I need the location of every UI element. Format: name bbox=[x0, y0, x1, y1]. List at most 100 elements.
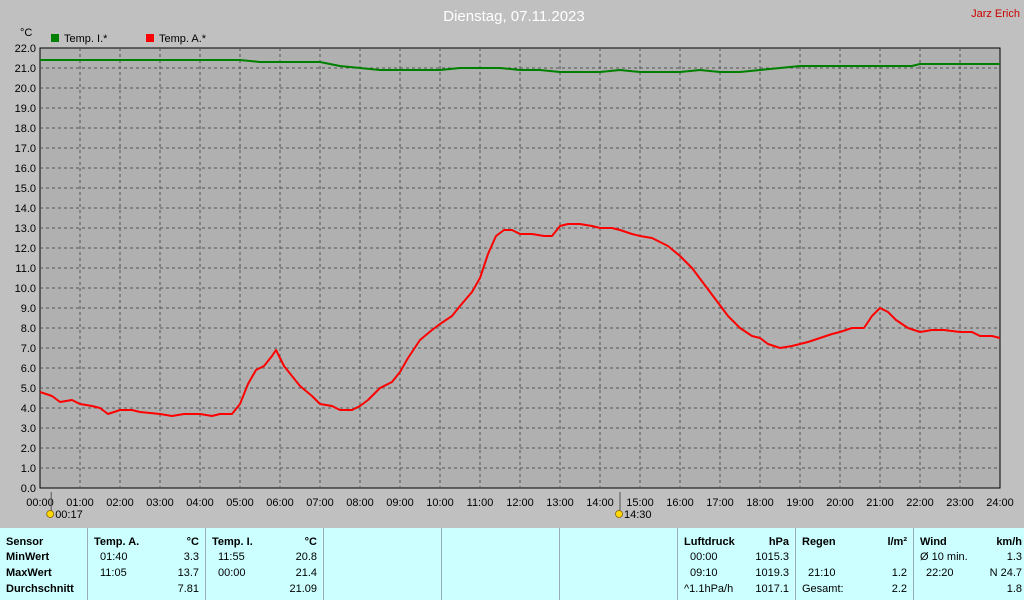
pressure-min-time: 00:00 bbox=[690, 551, 718, 563]
x-tick-label: 03:00 bbox=[146, 497, 174, 509]
x-tick-label: 24:00 bbox=[986, 497, 1014, 509]
legend-swatch-temp-a bbox=[146, 34, 154, 42]
legend: Temp. I.* Temp. A.* bbox=[51, 33, 207, 45]
x-tick-label: 13:00 bbox=[546, 497, 574, 509]
y-tick-label: 17.0 bbox=[15, 143, 36, 155]
rain-time: 21:10 bbox=[808, 567, 836, 579]
series-line-temp-a bbox=[39, 223, 1001, 417]
row-label-max: MaxWert bbox=[6, 567, 52, 579]
sunrise-marker: 00:17 bbox=[46, 492, 83, 521]
y-tick-label: 2.0 bbox=[21, 443, 36, 455]
wind-avg-value: 1.3 bbox=[1006, 551, 1022, 563]
station-name: Jarz Erich bbox=[971, 8, 1020, 20]
temp-i-max-value: 21.4 bbox=[295, 567, 317, 579]
pressure-min-value: 1015.3 bbox=[755, 551, 789, 563]
y-tick-label: 6.0 bbox=[21, 363, 36, 375]
x-tick-label: 12:00 bbox=[506, 497, 534, 509]
rain-total-value: 2.2 bbox=[891, 583, 907, 595]
x-tick-label: 15:00 bbox=[626, 497, 654, 509]
x-tick-label: 19:00 bbox=[786, 497, 814, 509]
y-tick-label: 20.0 bbox=[15, 83, 36, 95]
x-tick-label: 18:00 bbox=[746, 497, 774, 509]
y-tick-label: 0.0 bbox=[21, 483, 36, 495]
y-axis-unit: °C bbox=[20, 27, 32, 39]
y-tick-label: 19.0 bbox=[15, 103, 36, 115]
pressure-unit: hPa bbox=[768, 536, 789, 548]
y-tick-label: 12.0 bbox=[15, 243, 36, 255]
x-tick-label: 14:00 bbox=[586, 497, 614, 509]
x-tick-label: 08:00 bbox=[346, 497, 374, 509]
row-label-min: MinWert bbox=[6, 551, 50, 563]
wind-header: Wind bbox=[920, 536, 947, 548]
sun-time-label: 14:30 bbox=[624, 509, 652, 521]
stats-col-pressure: Luftdruck hPa 00:00 1015.3 09:10 1019.3 … bbox=[678, 528, 796, 600]
pressure-max-time: 09:10 bbox=[690, 567, 718, 579]
temperature-chart: Dienstag, 07.11.2023 Jarz Erich °C Temp.… bbox=[15, 8, 1020, 521]
wind-avg-label: Ø 10 min. bbox=[920, 551, 968, 563]
y-tick-label: 4.0 bbox=[21, 403, 36, 415]
x-tick-label: 06:00 bbox=[266, 497, 294, 509]
y-tick-label: 7.0 bbox=[21, 343, 36, 355]
x-tick-label: 02:00 bbox=[106, 497, 134, 509]
legend-label-temp-a: Temp. A.* bbox=[159, 33, 207, 45]
temp-a-min-time: 01:40 bbox=[100, 551, 128, 563]
temp-a-header: Temp. A. bbox=[94, 536, 140, 548]
x-tick-label: 07:00 bbox=[306, 497, 334, 509]
y-tick-label: 8.0 bbox=[21, 323, 36, 335]
y-tick-label: 10.0 bbox=[15, 283, 36, 295]
x-tick-label: 22:00 bbox=[906, 497, 934, 509]
temp-i-max-time: 00:00 bbox=[218, 567, 246, 579]
wind-unit: km/h bbox=[996, 536, 1022, 548]
legend-label-temp-i: Temp. I.* bbox=[64, 33, 108, 45]
stats-col-rain: Regen l/m² 21:10 1.2 Gesamt: 2.2 bbox=[796, 528, 914, 600]
y-axis: 0.0 1.0 2.0 3.0 4.0 5.0 6.0 7.0 8.0 9.0 10.0 11.0 12… bbox=[15, 43, 36, 495]
wind-mean-value: 1.8 bbox=[1006, 583, 1022, 595]
wind-gust-time: 22:20 bbox=[926, 567, 954, 579]
y-tick-label: 14.0 bbox=[15, 203, 36, 215]
stats-col-empty-1 bbox=[324, 528, 442, 600]
y-tick-label: 9.0 bbox=[21, 303, 36, 315]
temp-a-avg-value: 7.81 bbox=[177, 583, 199, 595]
x-tick-label: 05:00 bbox=[226, 497, 254, 509]
stats-col-empty-2 bbox=[442, 528, 560, 600]
temp-a-max-time: 11:05 bbox=[100, 567, 127, 579]
stats-col-sensor: Sensor MinWert MaxWert Durchschnitt bbox=[0, 528, 88, 600]
y-tick-label: 22.0 bbox=[15, 43, 36, 55]
sun-icon bbox=[46, 510, 55, 518]
x-tick-label: 01:00 bbox=[66, 497, 94, 509]
chart-title: Dienstag, 07.11.2023 bbox=[443, 8, 585, 25]
temp-i-avg-value: 21.09 bbox=[289, 583, 317, 595]
y-tick-label: 13.0 bbox=[15, 223, 36, 235]
temp-a-unit: °C bbox=[186, 536, 199, 548]
x-axis: 00:00 01:00 02:00 03:00 04:00 05:00 06:00 07:00… bbox=[26, 497, 1014, 509]
x-tick-label: 20:00 bbox=[826, 497, 854, 509]
sun-icon bbox=[615, 510, 623, 518]
y-tick-label: 3.0 bbox=[21, 423, 36, 435]
y-tick-label: 15.0 bbox=[15, 183, 36, 195]
x-tick-label: 09:00 bbox=[386, 497, 414, 509]
temp-i-header: Temp. I. bbox=[212, 536, 253, 548]
x-tick-label: 00:00 bbox=[26, 497, 54, 509]
statistics-panel: Sensor MinWert MaxWert Durchschnitt Temp… bbox=[0, 528, 1024, 600]
rain-unit: l/m² bbox=[887, 536, 907, 548]
y-tick-label: 11.0 bbox=[15, 263, 36, 275]
rain-total-label: Gesamt: bbox=[802, 583, 844, 595]
sun-time-label: 00:17 bbox=[55, 509, 83, 521]
sunset-marker: 14:30 bbox=[615, 492, 652, 521]
y-tick-label: 18.0 bbox=[15, 123, 36, 135]
pressure-trend-value: 1017.1 bbox=[755, 583, 789, 595]
temp-a-max-value: 13.7 bbox=[177, 567, 199, 579]
series-line-temp-i bbox=[40, 59, 1000, 73]
y-tick-label: 21.0 bbox=[15, 63, 36, 75]
y-tick-label: 16.0 bbox=[15, 163, 36, 175]
stats-col-wind: Wind km/h Ø 10 min. 1.3 22:20 N 24.7 1.8 bbox=[914, 528, 1024, 600]
x-tick-label: 17:00 bbox=[706, 497, 734, 509]
y-tick-label: 1.0 bbox=[21, 463, 36, 475]
temp-i-min-value: 20.8 bbox=[295, 551, 317, 563]
stats-col-empty-3 bbox=[560, 528, 678, 600]
y-tick-label: 5.0 bbox=[21, 383, 36, 395]
sun-markers: 00:17 14:30 bbox=[46, 492, 652, 521]
row-label-avg: Durchschnitt bbox=[6, 583, 74, 595]
series-lines bbox=[39, 59, 1001, 417]
wind-gust-value: N 24.7 bbox=[989, 567, 1022, 579]
